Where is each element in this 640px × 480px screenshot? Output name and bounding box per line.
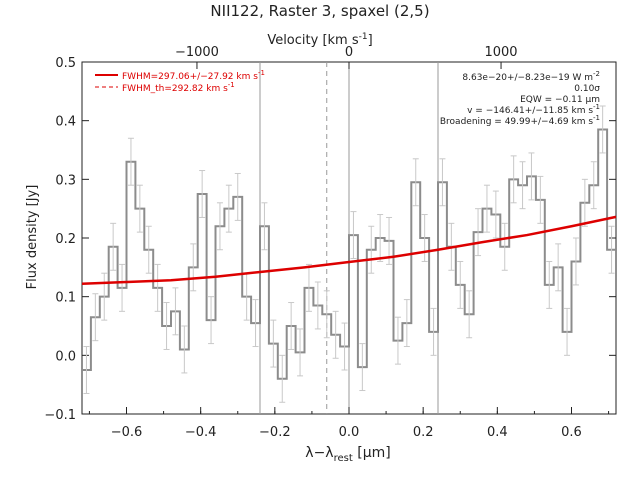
y-axis-label: Flux density [Jy] (25, 185, 40, 290)
legend-label-1: FWHM_th=292.82 km s-1 (122, 81, 235, 94)
x-tick-label: 0.2 (413, 425, 434, 440)
annotation-0: 8.63e−20+/−8.23e−19 W m-2 (462, 70, 600, 83)
x-tick-label: −0.2 (259, 425, 291, 440)
top-tick-label: −1000 (175, 45, 219, 60)
x-tick-label: 0.6 (561, 425, 582, 440)
y-tick-label: 0.5 (55, 56, 76, 71)
x-tick-label: 0.0 (339, 425, 360, 440)
x-tick-label: 0.4 (487, 425, 508, 440)
annotation-2: EQW = −0.11 μm (520, 95, 600, 105)
legend-label-0: FWHM=297.06+/−27.92 km s-1 (122, 69, 265, 82)
top-axis-label: Velocity [km s-1] (267, 32, 372, 48)
y-tick-label: 0.4 (55, 115, 76, 130)
spectrum-histogram (82, 128, 616, 380)
annotation-3: v = −146.41+/−11.85 km s-1 (467, 103, 600, 116)
top-tick-label: 0 (345, 45, 353, 60)
x-tick-label: −0.4 (185, 425, 217, 440)
top-tick-label: 1000 (484, 45, 517, 60)
chart-marks: −0.6 −0.4 −0.2 0.0 0.2 0.4 0.6 −1000 0 1000 −0.1 0.… (44, 45, 617, 440)
x-tick-label: −0.6 (111, 425, 143, 440)
y-tick-label: 0.2 (55, 232, 76, 247)
y-tick-label: 0.0 (55, 349, 76, 364)
annotation-1: 0.10σ (574, 84, 600, 94)
y-tick-label: −0.1 (44, 408, 76, 423)
fit-curve (81, 215, 617, 286)
y-tick-label: 0.1 (55, 291, 76, 306)
chart-title: NII122, Raster 3, spaxel (2,5) (210, 2, 429, 20)
y-tick-label: 0.3 (55, 173, 76, 188)
annotation-4: Broadening = 49.99+/−4.69 km s-1 (440, 114, 600, 127)
x-axis-label: λ−λrest [μm] (305, 445, 390, 464)
